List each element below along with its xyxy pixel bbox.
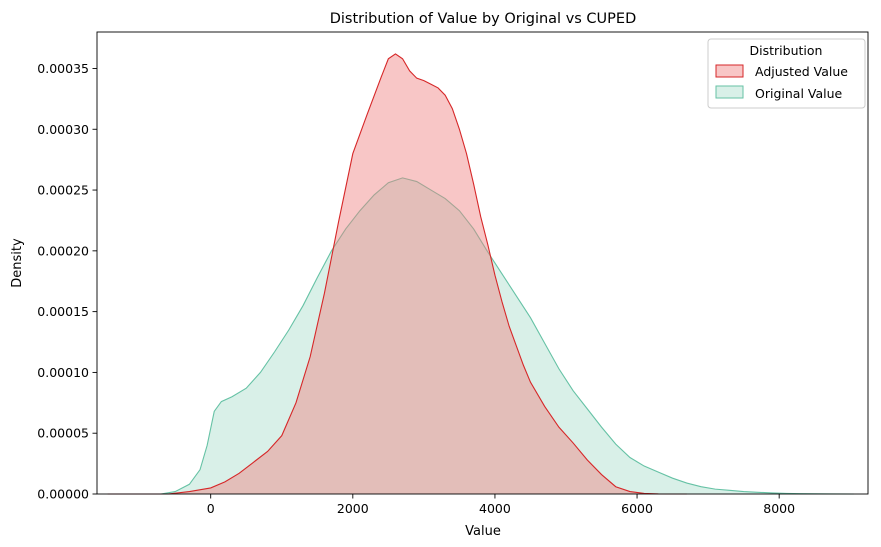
legend: Distribution Adjusted Value Original Val…: [707, 38, 866, 109]
series-line-adjusted-value: [107, 53, 687, 495]
x-tick-label: 0: [207, 501, 215, 516]
y-tick-label: 0.00025: [37, 183, 89, 198]
y-tick-label: 0.00010: [37, 365, 89, 380]
legend-label-adjusted-value: Adjusted Value: [755, 64, 848, 79]
axes: 0 2000 4000 6000 8000 0.00000 0.00005 0.00010 0.…: [37, 31, 869, 516]
chart-title: Distribution of Value by Original vs CUP…: [330, 11, 637, 27]
legend-frame: [707, 38, 866, 109]
legend-label-original-value: Original Value: [755, 86, 843, 101]
x-axis-label: Value: [465, 524, 501, 539]
y-tick-label: 0.00000: [37, 487, 89, 502]
y-axis-label: Density: [10, 238, 25, 288]
legend-title: Distribution: [750, 43, 823, 58]
series-line-original-value: [160, 177, 854, 495]
series-area-adjusted-value: [107, 53, 687, 494]
legend-swatch-adjusted-value: [715, 64, 744, 78]
y-tick-label: 0.00020: [37, 243, 89, 258]
y-tick-label: 0.00015: [37, 304, 89, 319]
x-tick-label: 2000: [337, 501, 369, 516]
plot-area: [107, 53, 854, 495]
y-tick-label: 0.00005: [37, 426, 89, 441]
legend-swatch-original-value: [715, 85, 744, 99]
series-area-original-value: [160, 177, 854, 494]
x-tick-label: 8000: [763, 501, 795, 516]
x-tick-label: 4000: [479, 501, 511, 516]
x-tick-label: 6000: [621, 501, 653, 516]
y-tick-label: 0.00035: [37, 61, 89, 76]
axes-frame: [96, 31, 869, 495]
y-tick-label: 0.00030: [37, 122, 89, 137]
